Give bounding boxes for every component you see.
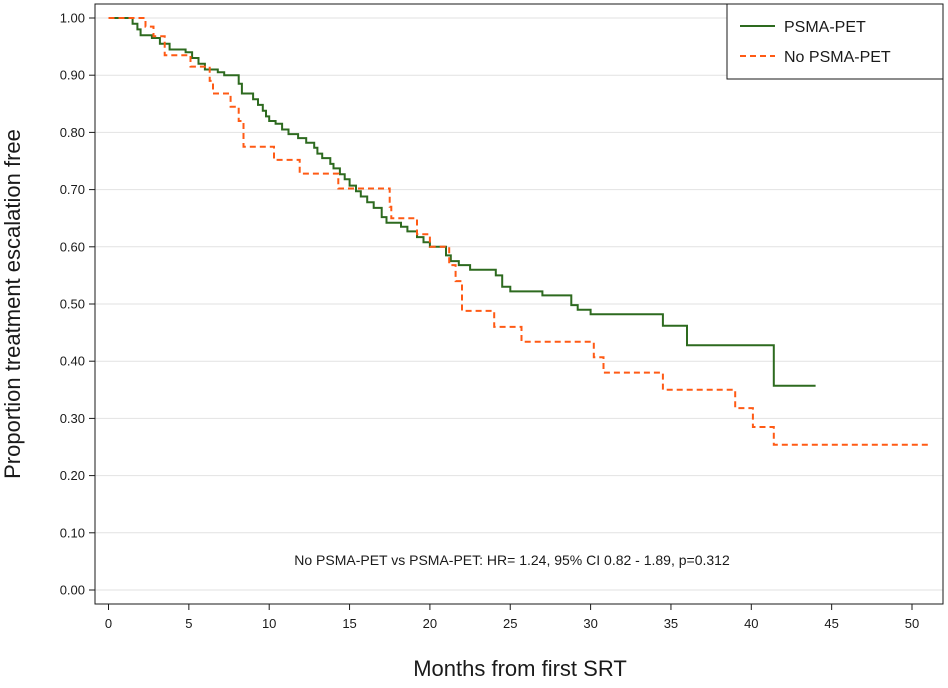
y-tick-label: 0.60 <box>60 239 85 254</box>
x-axis: 0 5 10 15 20 25 30 35 40 45 50 <box>105 604 919 631</box>
y-tick-label: 0.80 <box>60 125 85 140</box>
survival-curves <box>108 17 929 446</box>
x-tick-label: 25 <box>503 616 517 631</box>
y-tick-label: 0.90 <box>60 68 85 83</box>
y-tick-label: 1.00 <box>60 11 85 26</box>
x-tick-label: 10 <box>262 616 276 631</box>
x-tick-label: 40 <box>744 616 758 631</box>
x-axis-title: Months from first SRT <box>413 656 627 681</box>
x-tick-label: 45 <box>824 616 838 631</box>
y-axis-title: Proportion treatment escalation free <box>0 129 25 479</box>
hazard-ratio-annotation: No PSMA-PET vs PSMA-PET: HR= 1.24, 95% C… <box>294 552 730 568</box>
x-tick-label: 5 <box>185 616 192 631</box>
y-tick-label: 0.00 <box>60 583 85 598</box>
y-tick-label: 0.10 <box>60 525 85 540</box>
grid-lines <box>95 17 943 591</box>
series-line-psma-pet <box>108 17 816 387</box>
legend-label-psma-pet: PSMA-PET <box>784 19 866 36</box>
x-tick-label: 20 <box>423 616 437 631</box>
y-tick-label: 0.30 <box>60 411 85 426</box>
x-tick-label: 15 <box>342 616 356 631</box>
y-tick-label: 0.40 <box>60 354 85 369</box>
y-tick-label: 0.50 <box>60 297 85 312</box>
legend-label-no-psma-pet: No PSMA-PET <box>784 49 891 66</box>
x-tick-label: 0 <box>105 616 112 631</box>
series-line-no-psma-pet <box>108 17 929 446</box>
legend: PSMA-PET No PSMA-PET <box>726 3 944 80</box>
x-tick-label: 30 <box>583 616 597 631</box>
x-tick-label: 35 <box>664 616 678 631</box>
legend-box <box>726 3 944 80</box>
y-tick-label: 0.70 <box>60 182 85 197</box>
x-tick-label: 50 <box>905 616 919 631</box>
y-axis: 0.00 0.10 0.20 0.30 0.40 0.50 0.60 0.70 0.80 0.90… <box>60 11 95 598</box>
y-tick-label: 0.20 <box>60 468 85 483</box>
